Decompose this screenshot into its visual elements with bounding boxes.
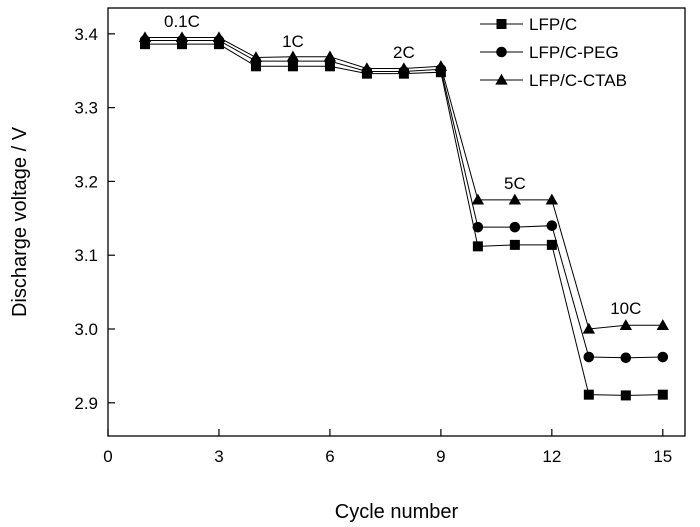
data-point [619,319,633,330]
x-tick-label: 12 [542,447,561,466]
y-tick-label: 2.9 [74,394,98,413]
data-point [583,389,594,400]
data-point [434,60,448,71]
annotation-label: 10C [610,299,641,318]
x-axis-title: Cycle number [335,501,459,523]
series-layer [138,31,670,401]
data-point [546,239,557,250]
y-tick-label: 3.1 [74,246,98,265]
data-point [249,51,263,63]
legend-label: LFP/C [529,15,577,34]
y-tick-label: 3.2 [74,172,98,191]
data-point [138,31,152,43]
data-point [509,239,520,250]
data-point [509,221,521,233]
series-lfp-c [139,39,668,401]
legend-entry: LFP/C [480,15,577,34]
data-point [472,241,483,252]
legend-marker [496,46,507,58]
annotations: 0.1C 1C 2C 5C 10C [164,12,641,318]
annotation-label: 1C [282,32,304,51]
data-point [175,31,189,43]
data-point [656,319,670,330]
axes: 0 3 6 9 12 15 2.9 3.0 3.1 3.2 3.3 3.4 [74,7,686,466]
annotation-label: 5C [504,174,526,193]
data-point [508,193,522,205]
data-point [323,50,337,62]
legend-label: LFP/C-CTAB [529,71,627,90]
data-point [360,62,374,74]
annotation-label: 2C [393,43,415,62]
y-tick-label: 3.3 [74,99,98,118]
data-point [471,193,485,205]
data-point [397,62,411,74]
data-point [620,390,631,401]
data-point [582,322,596,334]
legend-label: LFP/C-PEG [529,43,619,62]
legend-entry: LFP/C-CTAB [480,71,627,90]
data-point [657,389,668,400]
plot-frame [107,7,686,437]
y-tick-label: 3.4 [74,25,98,44]
legend-entry: LFP/C-PEG [480,43,619,62]
data-point [620,352,632,364]
x-tick-label: 0 [103,447,112,466]
x-tick-label: 3 [214,447,223,466]
data-point [286,50,300,62]
y-axis-title: Discharge voltage / V [9,126,31,317]
data-point [472,221,484,233]
series-lfp-c-ctab [138,31,670,334]
y-tick-label: 3.0 [74,320,98,339]
data-point [545,193,559,205]
x-tick-label: 9 [436,447,445,466]
legend-marker [496,19,507,29]
data-point [657,351,669,363]
data-point [583,351,595,363]
data-point [212,31,226,43]
x-tick-label: 6 [325,447,334,466]
legend: LFP/C LFP/C-PEG LFP/C-CTAB [480,15,627,90]
annotation-label: 0.1C [164,12,200,31]
data-point [546,220,558,231]
x-tick-label: 15 [653,447,672,466]
legend-marker [495,73,508,85]
